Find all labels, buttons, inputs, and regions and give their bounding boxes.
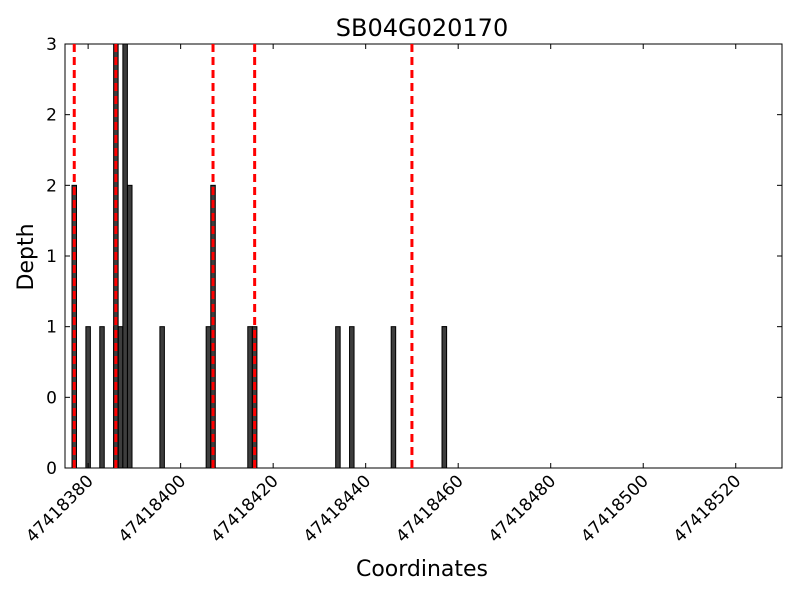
chart-title: SB04G020170 [336, 14, 508, 42]
bar-14 [349, 326, 355, 469]
y-tick-label-3: 1 [46, 247, 57, 267]
bar-13 [335, 326, 341, 469]
bar-9 [205, 326, 212, 469]
x-tick-label-5: 47418480 [485, 471, 560, 546]
bar-11 [247, 326, 253, 469]
bar-5 [117, 326, 124, 469]
x-axis-label: Coordinates [356, 557, 488, 582]
y-tick-label-1: 0 [46, 388, 57, 408]
x-tick-label-0: 47418380 [22, 471, 97, 546]
plot-frame [64, 43, 783, 469]
bar-6 [122, 43, 128, 469]
x-tick-label-2: 47418420 [207, 471, 282, 546]
bar-8 [159, 326, 165, 469]
x-tick-label-3: 47418440 [300, 471, 375, 546]
x-tick-label-4: 47418460 [392, 471, 467, 546]
y-tick-label-4: 2 [46, 176, 57, 196]
bar-1 [85, 326, 91, 469]
bar-17 [441, 326, 448, 469]
bar-15 [390, 326, 397, 469]
x-tick-label-7: 47418520 [670, 471, 745, 546]
x-tick-label-1: 47418400 [115, 471, 190, 546]
x-tick-label-6: 47418500 [577, 471, 652, 546]
plot-area: 47418380 47418400 47418420 47418440 47418460… [22, 35, 783, 547]
y-axis-label: Depth [14, 223, 39, 290]
y-tick-label-2: 1 [46, 318, 57, 338]
bar-7 [127, 184, 133, 469]
bar-2 [99, 326, 105, 469]
y-tick-label-6: 3 [46, 35, 57, 55]
y-tick-label-0: 0 [46, 459, 57, 479]
y-tick-label-5: 2 [46, 106, 57, 126]
